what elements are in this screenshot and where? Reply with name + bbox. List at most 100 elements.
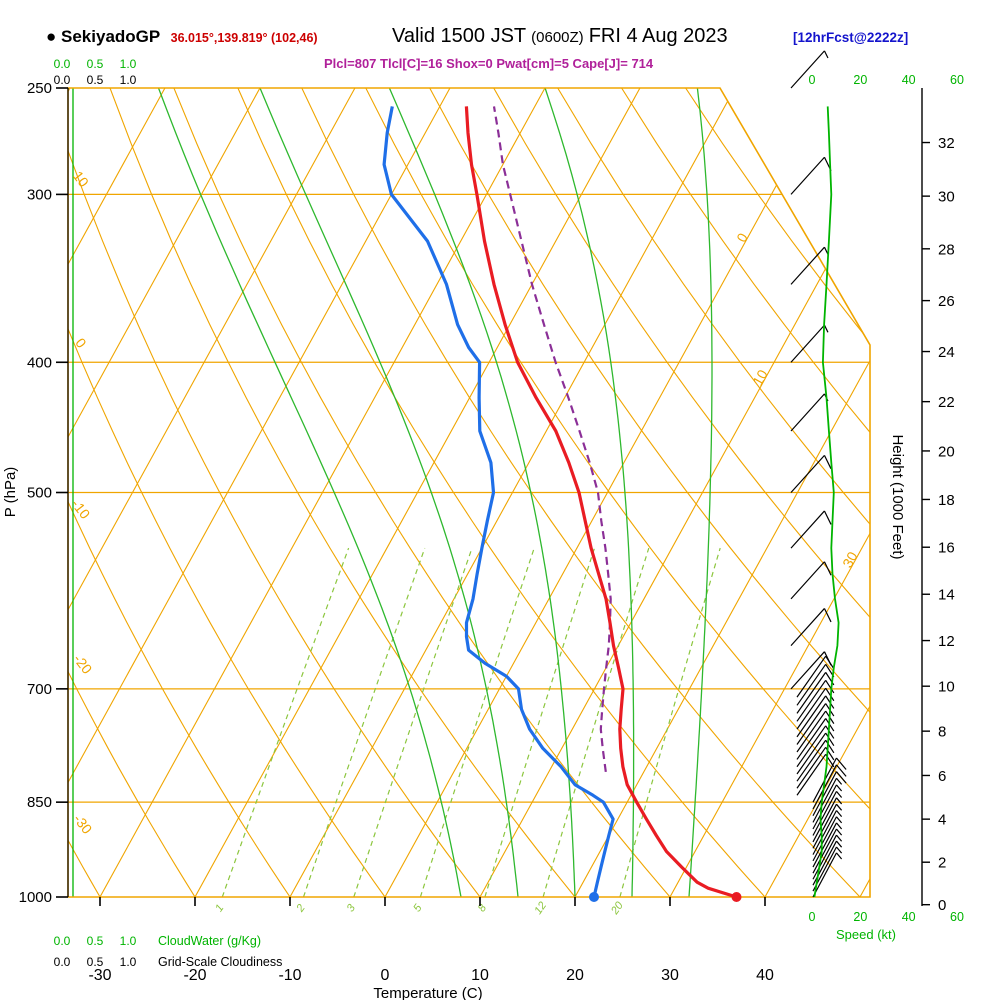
svg-text:0: 0 xyxy=(938,897,946,914)
svg-text:-20: -20 xyxy=(183,967,206,984)
svg-text:-10: -10 xyxy=(278,967,301,984)
svg-text:40: 40 xyxy=(756,967,774,984)
svg-text:300: 300 xyxy=(27,186,52,203)
svg-text:1.0: 1.0 xyxy=(120,73,137,87)
svg-text:10: 10 xyxy=(938,679,955,696)
svg-text:20: 20 xyxy=(853,910,867,924)
svg-text:1.0: 1.0 xyxy=(120,934,137,948)
svg-text:Height (1000 Feet): Height (1000 Feet) xyxy=(889,434,906,559)
svg-text:0: 0 xyxy=(72,335,90,351)
station-coordinates: 36.015°,139.819° (102,46) xyxy=(170,31,318,45)
skewt-grid xyxy=(68,88,870,897)
parcel-curve xyxy=(492,106,612,773)
svg-text:P (hPa): P (hPa) xyxy=(2,467,19,518)
svg-text:1.0: 1.0 xyxy=(120,57,137,71)
wind-barbs xyxy=(790,50,847,898)
svg-text:0.0: 0.0 xyxy=(54,955,71,969)
temperature-curve xyxy=(464,106,737,899)
svg-text:14: 14 xyxy=(938,587,955,604)
sounding-profiles xyxy=(382,106,742,902)
svg-text:1: 1 xyxy=(213,902,226,914)
svg-text:60: 60 xyxy=(950,73,964,87)
forecast-tag: [12hrFcst@2222z] xyxy=(793,30,909,45)
svg-text:0.5: 0.5 xyxy=(87,955,104,969)
svg-text:18: 18 xyxy=(938,492,955,509)
wind-speed-curve xyxy=(813,106,840,898)
wind-speed-profile xyxy=(813,106,840,898)
svg-text:0.0: 0.0 xyxy=(54,73,71,87)
svg-text:12: 12 xyxy=(938,633,955,650)
svg-text:20: 20 xyxy=(938,443,955,460)
svg-text:8: 8 xyxy=(938,724,946,741)
svg-text:10: 10 xyxy=(471,967,489,984)
svg-text:24: 24 xyxy=(938,344,955,361)
svg-text:0.5: 0.5 xyxy=(87,73,104,87)
svg-text:12: 12 xyxy=(532,900,549,917)
svg-text:Grid-Scale Cloudiness: Grid-Scale Cloudiness xyxy=(158,955,282,969)
svg-text:26: 26 xyxy=(938,293,955,310)
station-bullet-icon: ● xyxy=(46,27,57,46)
svg-text:700: 700 xyxy=(27,681,52,698)
svg-text:0.5: 0.5 xyxy=(87,57,104,71)
svg-text:16: 16 xyxy=(938,540,955,557)
dewpoint-curve xyxy=(382,106,615,898)
cloudwater-cloudiness-scales: 0.0 0.0 0.5 0.5 1.0 1.0 0.0 0.0 0.5 0.5 1.0 1.0 Clou… xyxy=(54,57,283,969)
svg-text:30: 30 xyxy=(938,189,955,206)
svg-text:-20: -20 xyxy=(70,651,95,677)
valid-time-title: Valid 1500 JST (0600Z) FRI 4 Aug 2023 xyxy=(392,25,733,48)
station-name: SekiyadoGP xyxy=(61,27,160,46)
station-header: ● SekiyadoGP 36.015°,139.819° (102,46) xyxy=(46,27,318,47)
valid-time-zulu: (0600Z) xyxy=(531,29,584,46)
svg-text:0.5: 0.5 xyxy=(87,934,104,948)
svg-text:8: 8 xyxy=(476,902,490,915)
svg-text:0: 0 xyxy=(809,73,816,87)
svg-text:1.0: 1.0 xyxy=(120,955,137,969)
svg-text:28: 28 xyxy=(938,241,955,258)
svg-text:20: 20 xyxy=(566,967,584,984)
stability-params: Plcl=807 Tlcl[C]=16 Shox=0 Pwat[cm]=5 Ca… xyxy=(324,56,654,71)
svg-text:5: 5 xyxy=(411,902,425,915)
svg-text:40: 40 xyxy=(902,910,916,924)
svg-text:400: 400 xyxy=(27,354,52,371)
svg-text:500: 500 xyxy=(27,485,52,502)
pressure-axis: 250 300 400 500 700 850 1000 P (hPa) xyxy=(2,80,68,906)
svg-text:40: 40 xyxy=(902,73,916,87)
svg-text:-30: -30 xyxy=(88,967,111,984)
svg-text:850: 850 xyxy=(27,794,52,811)
svg-text:0.0: 0.0 xyxy=(54,57,71,71)
svg-text:30: 30 xyxy=(661,967,679,984)
valid-date: FRI 4 Aug 2023 xyxy=(588,25,728,47)
svg-text:CloudWater (g/Kg): CloudWater (g/Kg) xyxy=(158,934,261,948)
svg-text:3: 3 xyxy=(345,902,359,915)
svg-text:-10: -10 xyxy=(68,496,93,522)
svg-text:Temperature (C): Temperature (C) xyxy=(373,985,482,1000)
temperature-axis: -30 -20 -10 0 10 20 30 40 Temperature (C) xyxy=(88,897,774,1000)
svg-text:10: 10 xyxy=(749,367,771,389)
svg-text:4: 4 xyxy=(938,812,946,829)
svg-text:-30: -30 xyxy=(70,811,95,837)
svg-text:2: 2 xyxy=(938,855,946,872)
svg-text:6: 6 xyxy=(938,768,946,785)
svg-text:20: 20 xyxy=(853,73,867,87)
svg-text:0.0: 0.0 xyxy=(54,934,71,948)
svg-text:20: 20 xyxy=(608,899,626,917)
svg-text:2: 2 xyxy=(294,902,308,915)
svg-text:Speed (kt): Speed (kt) xyxy=(836,927,896,942)
svg-text:1000: 1000 xyxy=(19,889,52,906)
valid-time-label: Valid 1500 JST xyxy=(392,25,527,47)
surface-dewpoint-dot xyxy=(589,892,599,902)
svg-text:22: 22 xyxy=(938,394,955,411)
svg-text:250: 250 xyxy=(27,80,52,97)
svg-text:0: 0 xyxy=(733,230,751,245)
surface-temperature-dot xyxy=(731,892,742,902)
svg-text:0: 0 xyxy=(809,910,816,924)
svg-text:0: 0 xyxy=(381,967,390,984)
svg-text:32: 32 xyxy=(938,135,955,152)
svg-text:30: 30 xyxy=(839,549,861,571)
svg-text:60: 60 xyxy=(950,910,964,924)
